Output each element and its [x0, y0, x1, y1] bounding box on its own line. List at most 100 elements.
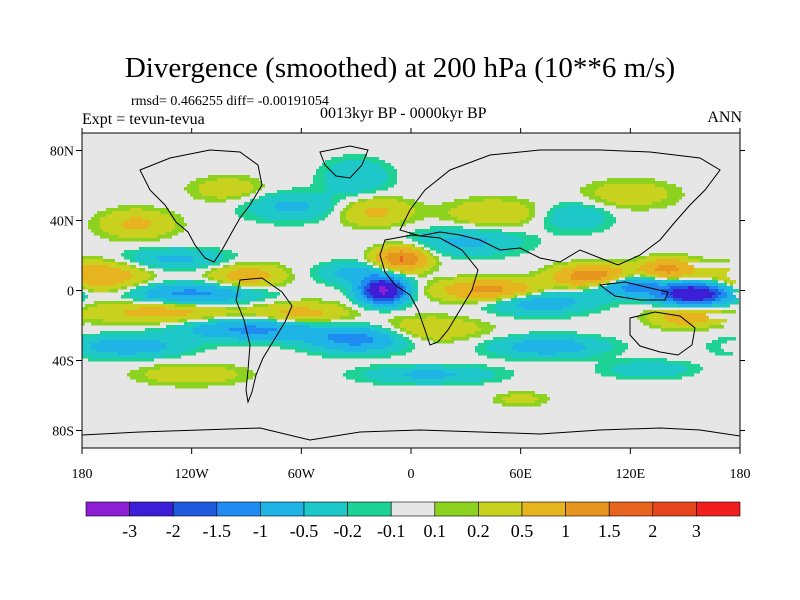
field-cell [139, 262, 145, 266]
field-cell [415, 382, 442, 386]
field-cell [331, 202, 337, 206]
field-cell [343, 160, 370, 164]
field-cell [595, 307, 610, 311]
field-cell [391, 268, 400, 272]
field-cell [649, 325, 661, 329]
field-cell [451, 208, 529, 212]
field-cell [136, 286, 142, 290]
field-cell [322, 214, 328, 218]
field-cell [268, 304, 337, 308]
field-cell [133, 289, 148, 293]
field-cell [82, 274, 133, 278]
field-cell [415, 280, 418, 284]
field-cell [487, 241, 523, 245]
field-cell [415, 253, 424, 257]
field-cell [238, 373, 256, 377]
field-cell [613, 343, 628, 347]
colorbar-label: -2 [166, 521, 181, 541]
field-cell [511, 298, 514, 302]
field-cell [223, 253, 238, 257]
field-cell [532, 298, 574, 302]
field-cell [601, 304, 619, 308]
field-cell [601, 211, 610, 215]
field-cell [430, 226, 463, 230]
field-cell [646, 316, 664, 320]
field-cell [352, 226, 391, 230]
field-cell [241, 295, 265, 299]
field-cell [409, 295, 415, 299]
field-cell [91, 355, 163, 359]
field-cell [712, 295, 718, 299]
field-cell [445, 370, 493, 374]
field-cell [496, 313, 514, 317]
colorbar-label: -1 [253, 521, 268, 541]
field-cell [580, 349, 610, 353]
x-tick-label: 0 [408, 467, 415, 482]
field-cell [193, 280, 205, 284]
field-cell [730, 289, 736, 293]
field-cell [277, 265, 286, 269]
field-cell [424, 271, 433, 275]
field-cell [664, 313, 706, 317]
field-cell [367, 253, 376, 257]
field-cell [415, 295, 418, 299]
field-cell [130, 295, 148, 299]
period-label: 0013kyr BP - 0000kyr BP [320, 105, 487, 122]
field-cell [370, 283, 394, 287]
field-cell [517, 349, 580, 353]
field-cell [307, 352, 325, 356]
field-cell [421, 232, 505, 236]
field-cell [394, 340, 406, 344]
field-cell [238, 178, 259, 182]
field-cell [118, 235, 157, 239]
field-cell [319, 301, 340, 305]
field-cell [601, 223, 613, 227]
field-cell [613, 277, 619, 281]
field-cell [121, 295, 130, 299]
field-cell [616, 364, 682, 368]
field-cell [379, 286, 385, 290]
field-cell [145, 262, 211, 266]
field-cell [571, 274, 607, 278]
field-cell [451, 214, 529, 218]
field-cell [343, 373, 361, 377]
field-cell [454, 277, 553, 281]
field-cell [361, 289, 364, 293]
field-cell [640, 319, 649, 323]
field-cell [394, 325, 400, 329]
field-cell [160, 211, 175, 215]
field-cell [139, 307, 166, 311]
field-cell [487, 346, 511, 350]
field-cell [121, 253, 133, 257]
field-cell [625, 289, 661, 293]
field-cell [184, 289, 196, 293]
field-cell [331, 259, 358, 263]
field-cell [658, 283, 667, 287]
field-cell [100, 235, 118, 239]
field-cell [373, 244, 382, 248]
field-cell [370, 274, 379, 278]
field-cell [592, 181, 667, 185]
field-cell [157, 286, 217, 290]
field-cell [718, 277, 730, 281]
field-cell [391, 343, 409, 347]
north-america-coast [139, 149, 263, 263]
field-cell [727, 280, 736, 284]
field-cell [367, 247, 373, 251]
field-cell [604, 217, 616, 221]
field-cell [340, 214, 346, 218]
field-cell [610, 349, 625, 353]
field-cell [355, 367, 379, 371]
field-cell [544, 217, 550, 221]
field-cell [229, 328, 277, 332]
field-cell [352, 289, 361, 293]
field-cell [346, 217, 409, 221]
field-cell [529, 214, 535, 218]
field-cell [412, 301, 415, 305]
field-cell [136, 259, 160, 263]
field-cell [166, 325, 175, 329]
field-cell [142, 286, 157, 290]
field-cell [355, 301, 364, 305]
field-cell [166, 298, 229, 302]
field-cell [583, 193, 595, 197]
